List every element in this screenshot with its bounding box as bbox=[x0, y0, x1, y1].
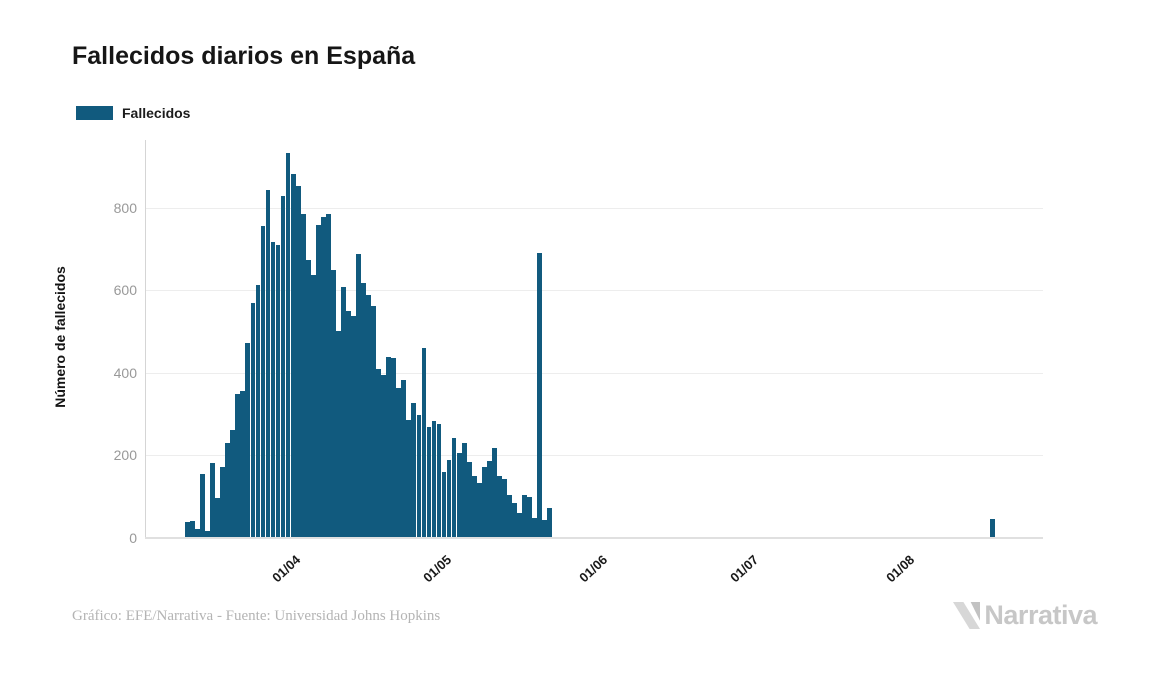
bar bbox=[225, 442, 231, 537]
bar bbox=[446, 459, 452, 537]
bar bbox=[396, 387, 402, 537]
bar bbox=[260, 226, 266, 537]
bar bbox=[401, 379, 407, 537]
bar bbox=[325, 214, 331, 537]
bar bbox=[265, 190, 271, 537]
bar bbox=[537, 252, 542, 537]
bar bbox=[512, 502, 517, 537]
bar bbox=[532, 517, 537, 537]
legend-label: Fallecidos bbox=[122, 105, 191, 121]
bar bbox=[215, 497, 221, 537]
bar bbox=[295, 186, 301, 537]
bar bbox=[185, 521, 190, 537]
y-axis-title-text: Número de fallecidos bbox=[52, 266, 68, 408]
gridline bbox=[146, 207, 1043, 209]
gridline bbox=[146, 372, 1043, 374]
gridline bbox=[146, 455, 1043, 457]
bar bbox=[331, 269, 336, 537]
bar bbox=[466, 462, 472, 537]
bar bbox=[230, 429, 236, 537]
bar bbox=[205, 531, 210, 537]
x-tick-label: 01/07 bbox=[726, 552, 762, 586]
bar bbox=[376, 369, 381, 537]
bar bbox=[341, 286, 346, 537]
bar bbox=[245, 343, 251, 537]
bar bbox=[542, 519, 547, 537]
bar bbox=[210, 462, 216, 537]
bar bbox=[431, 421, 437, 537]
bar bbox=[411, 402, 417, 537]
y-axis-line bbox=[145, 140, 146, 538]
bar bbox=[315, 224, 321, 537]
bar bbox=[426, 427, 432, 537]
footer-credit: Gráfico: EFE/Narrativa - Fuente: Univers… bbox=[72, 608, 441, 624]
bar bbox=[391, 357, 397, 537]
bar bbox=[280, 196, 286, 537]
bar bbox=[320, 216, 326, 537]
bar bbox=[310, 274, 316, 537]
bar bbox=[255, 284, 261, 537]
bar bbox=[351, 316, 356, 537]
bar bbox=[300, 214, 306, 537]
bar bbox=[235, 394, 241, 537]
bar bbox=[481, 466, 487, 537]
bar bbox=[305, 259, 311, 537]
narrativa-logo: Narrativa bbox=[953, 600, 1097, 631]
bar bbox=[356, 254, 361, 537]
bar bbox=[989, 518, 995, 537]
bar bbox=[491, 447, 497, 537]
bar bbox=[240, 391, 246, 537]
bar bbox=[421, 347, 427, 537]
bar bbox=[527, 497, 532, 537]
bar bbox=[336, 331, 341, 537]
bar bbox=[250, 303, 256, 537]
bar bbox=[285, 153, 291, 537]
bar bbox=[275, 244, 281, 537]
bar bbox=[361, 282, 366, 537]
legend: Fallecidos bbox=[76, 105, 190, 121]
bar bbox=[522, 494, 527, 537]
y-tick-label: 0 bbox=[129, 529, 137, 546]
bar bbox=[471, 476, 477, 537]
narrativa-logo-text: Narrativa bbox=[984, 600, 1097, 630]
bar bbox=[270, 241, 276, 537]
bar bbox=[371, 306, 376, 537]
x-tick-label: 01/06 bbox=[576, 552, 611, 586]
y-tick-label: 600 bbox=[113, 282, 137, 299]
bar bbox=[496, 476, 502, 537]
bar bbox=[507, 494, 512, 537]
bar bbox=[451, 437, 457, 537]
y-tick-label: 400 bbox=[113, 364, 137, 381]
page-title: Fallecidos diarios en España bbox=[72, 42, 416, 70]
bar bbox=[416, 414, 422, 537]
bar bbox=[290, 174, 296, 537]
bar bbox=[517, 512, 522, 537]
bar bbox=[436, 423, 442, 537]
bar bbox=[456, 452, 462, 537]
x-axis-line bbox=[145, 537, 1043, 539]
bar bbox=[502, 478, 507, 537]
bar bbox=[195, 528, 200, 537]
bar bbox=[346, 311, 351, 537]
x-tick-label: 01/04 bbox=[269, 552, 304, 586]
bar bbox=[366, 294, 371, 537]
bar bbox=[406, 419, 412, 537]
bar bbox=[461, 442, 467, 537]
bar bbox=[547, 507, 553, 537]
bar bbox=[386, 356, 392, 537]
x-tick-label: 01/05 bbox=[420, 552, 455, 586]
bar bbox=[441, 471, 447, 537]
y-tick-label: 200 bbox=[113, 447, 137, 464]
bar bbox=[200, 474, 205, 537]
gridline bbox=[146, 290, 1043, 292]
bar bbox=[476, 483, 482, 537]
bar bbox=[381, 374, 387, 537]
narrativa-logo-icon bbox=[953, 602, 981, 629]
y-tick-label: 800 bbox=[113, 199, 137, 216]
bar bbox=[220, 466, 226, 537]
bar bbox=[486, 461, 492, 537]
legend-swatch bbox=[76, 106, 113, 120]
x-tick-label: 01/08 bbox=[882, 552, 917, 586]
bar bbox=[190, 520, 195, 537]
